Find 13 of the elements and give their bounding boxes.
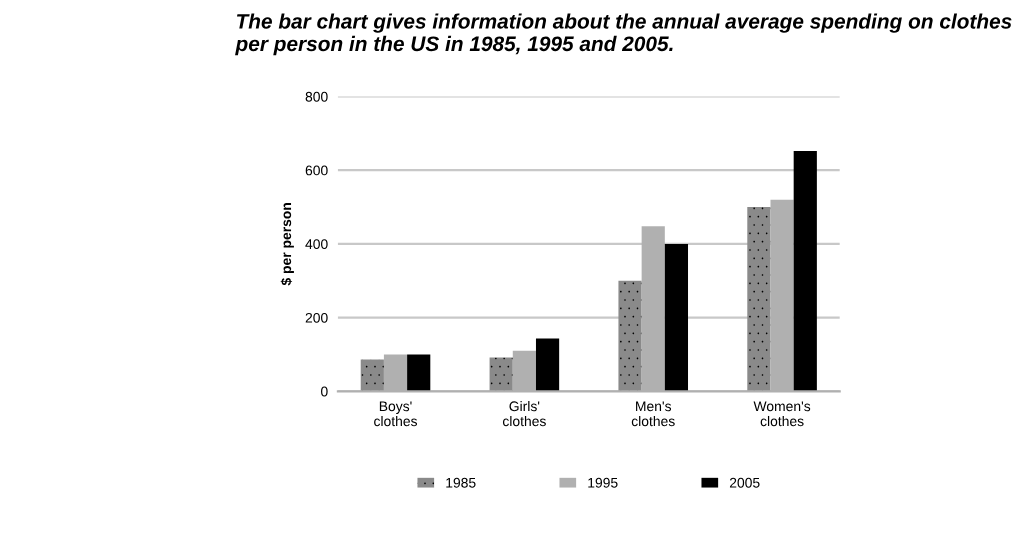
bar <box>383 354 408 392</box>
bar <box>664 243 689 392</box>
bar <box>535 338 560 392</box>
bar <box>360 359 384 392</box>
bar <box>747 207 771 392</box>
bar <box>770 199 794 392</box>
bar <box>512 350 536 392</box>
bar <box>407 354 431 392</box>
bar <box>618 280 642 392</box>
bar <box>641 226 665 392</box>
chart-title: The bar chart gives information about the annual average spending on clothes per person in the US in 1985, 1995 and 2005. <box>235 13 1012 56</box>
bar <box>793 151 817 392</box>
bar <box>489 357 513 392</box>
